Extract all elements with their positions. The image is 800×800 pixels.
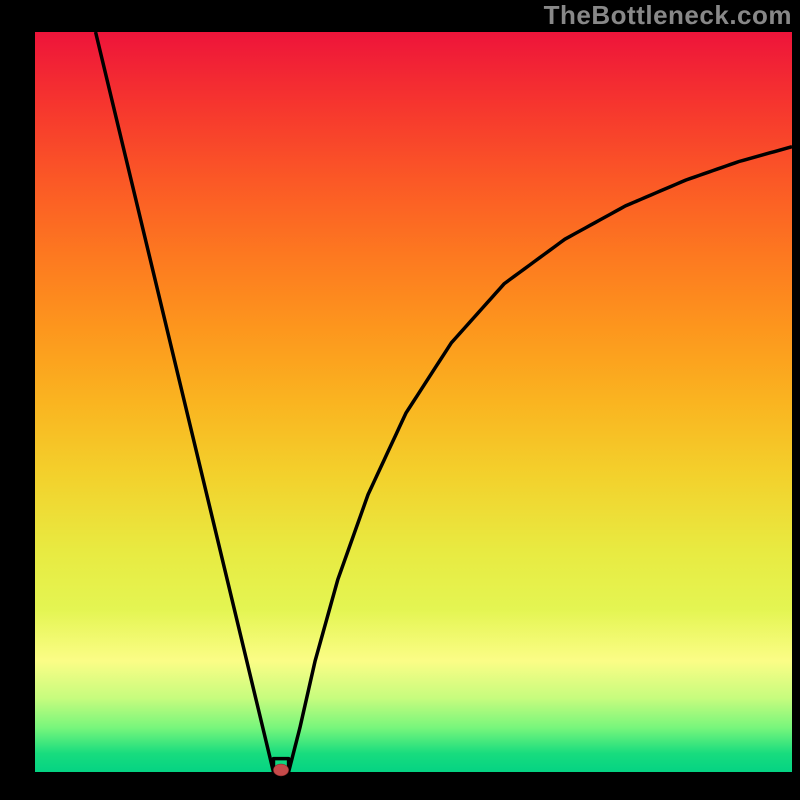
chart-container: TheBottleneck.com <box>0 0 800 800</box>
chart-svg <box>0 0 800 800</box>
minimum-marker <box>273 764 288 776</box>
watermark-text: TheBottleneck.com <box>544 0 792 31</box>
